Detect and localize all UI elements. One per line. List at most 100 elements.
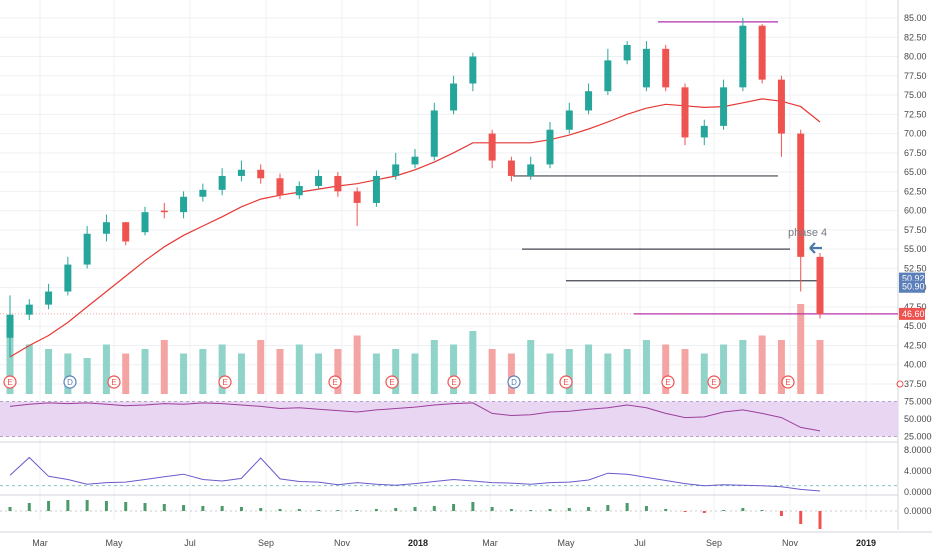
time-tick-label: Mar (482, 538, 498, 548)
hist-bar (85, 500, 89, 511)
hist-bar (201, 506, 205, 511)
volume-bar (102, 344, 110, 394)
candle-body (642, 48, 650, 88)
event-marker-label: E (222, 378, 227, 387)
time-tick-label: Sep (258, 538, 274, 548)
hist-bar (66, 500, 70, 511)
level-lines (0, 21, 898, 315)
price-tick-label: 47.50 (904, 302, 927, 312)
volume-bar (739, 340, 747, 394)
time-tick-label: 2019 (856, 538, 876, 548)
candle-body (720, 87, 728, 126)
rsi-tick-label: 50.0000 (904, 414, 932, 424)
candle-body (430, 110, 438, 157)
price-tick-label: 82.50 (904, 32, 927, 42)
volume-bar (565, 349, 573, 394)
volume-bar (642, 340, 650, 394)
volume-bar (64, 353, 72, 394)
price-badge (899, 280, 925, 293)
stoch-tick-label: 8.0000 (904, 445, 932, 455)
price-tick-label: 60.00 (904, 206, 927, 216)
candle-body (257, 169, 265, 179)
hist-bar (683, 511, 687, 512)
event-marker-icon[interactable] (385, 375, 399, 389)
volume-bar (392, 349, 400, 394)
rsi-line (9, 402, 821, 432)
rsi-tick-label: 75.0000 (904, 397, 932, 407)
volume-bar (83, 358, 91, 394)
price-tick-label: 45.00 (904, 321, 927, 331)
volume-bar (372, 353, 380, 394)
volume-bar (218, 344, 226, 394)
price-tick-label: 57.50 (904, 225, 927, 235)
volume-bar (257, 340, 265, 394)
price-badge-label: 50.92 (902, 274, 925, 284)
price-badge (899, 307, 925, 320)
candles (6, 18, 824, 358)
hist-bar (529, 510, 533, 511)
stoch-line (9, 456, 821, 492)
volume-bar (237, 353, 245, 394)
event-marker-icon[interactable] (781, 375, 795, 389)
event-marker-icon[interactable] (661, 375, 675, 389)
volume-bar (720, 344, 728, 394)
candle-body (353, 191, 361, 203)
event-marker-icon[interactable] (63, 375, 77, 389)
volume-bars (6, 304, 824, 394)
candle-body (45, 291, 53, 305)
volume-bar (681, 349, 689, 394)
hist-bar (413, 507, 417, 511)
volume-bar (604, 353, 612, 394)
hist-bar (779, 511, 783, 516)
candle-body (527, 164, 535, 176)
event-marker-icon[interactable] (707, 375, 721, 389)
annotation: phase 4 (788, 227, 827, 254)
event-marker-icon[interactable] (507, 375, 521, 389)
stoch-tick-label: 0.0000 (904, 487, 932, 497)
event-marker-label: E (711, 378, 716, 387)
event-marker-icon[interactable] (218, 375, 232, 389)
price-tick-label: 62.50 (904, 186, 927, 196)
hist-bar (374, 509, 378, 511)
hist-bar (27, 503, 31, 511)
candle-body (276, 178, 284, 196)
event-marker-icon[interactable] (559, 375, 573, 389)
moving-average (9, 98, 821, 358)
candle-body (180, 196, 188, 213)
time-tick-label: Sep (706, 538, 722, 548)
event-marker-icon[interactable] (447, 375, 461, 389)
candle-body (565, 110, 573, 130)
candle-body (25, 304, 33, 315)
price-tick-label: 52.50 (904, 263, 927, 273)
candle-body (392, 164, 400, 176)
hist-bar (259, 508, 263, 511)
hist-bar (239, 507, 243, 511)
candle-body (334, 175, 342, 192)
candle-body (295, 185, 303, 196)
volume-bar (507, 353, 515, 394)
hist-bar (47, 501, 51, 511)
indicator-panes (0, 401, 898, 529)
event-marker-icon[interactable] (107, 375, 121, 389)
volume-bar (546, 353, 554, 394)
volume-bar (527, 340, 535, 394)
volume-bar (469, 331, 477, 394)
event-marker-icon[interactable] (328, 375, 342, 389)
time-tick-label: May (557, 538, 575, 548)
event-marker-label: E (7, 378, 12, 387)
event-marker-label: D (67, 378, 73, 387)
hist-bar (278, 509, 282, 511)
candle-body (199, 189, 207, 197)
candle-body (700, 125, 708, 138)
candle-body (488, 133, 496, 161)
hist-bar (162, 504, 166, 511)
event-marker-icon[interactable] (3, 375, 17, 389)
volume-bar (45, 349, 53, 394)
volume-bar (488, 349, 496, 394)
price-tick-label: 70.00 (904, 129, 927, 139)
volume-bar (295, 344, 303, 394)
volume-bar (315, 353, 323, 394)
